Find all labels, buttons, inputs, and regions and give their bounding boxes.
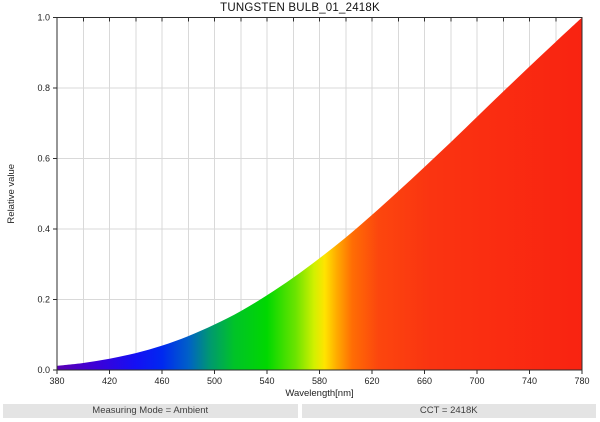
y-tick-label: 0.8 [37, 83, 50, 93]
x-tick-label: 700 [469, 376, 484, 386]
x-tick-label: 780 [574, 376, 589, 386]
cct-cell: CCT = 2418K [301, 404, 596, 418]
y-tick-label: 1.0 [37, 13, 50, 23]
x-tick-label: 420 [102, 376, 117, 386]
y-tick-label: 0.6 [37, 154, 50, 164]
y-axis-title: Relative value [6, 164, 17, 224]
measuring-mode-cell: Measuring Mode = Ambient [3, 404, 298, 418]
y-tick-label: 0.0 [37, 365, 50, 375]
y-tick-label: 0.4 [37, 224, 50, 234]
x-tick-label: 380 [49, 376, 64, 386]
x-tick-label: 500 [207, 376, 222, 386]
x-tick-label: 460 [154, 376, 169, 386]
x-tick-label: 580 [312, 376, 327, 386]
spectrum-area [57, 17, 582, 370]
x-tick-label: 740 [522, 376, 537, 386]
x-tick-label: 660 [417, 376, 432, 386]
x-axis-title: Wavelength[nm] [285, 388, 353, 399]
x-tick-label: 540 [259, 376, 274, 386]
info-bar: Measuring Mode = Ambient CCT = 2418K [3, 404, 596, 418]
chart-title: TUNGSTEN BULB_01_2418K [220, 2, 380, 14]
y-tick-label: 0.2 [37, 295, 50, 305]
x-tick-label: 620 [364, 376, 379, 386]
spectral-distribution-chart: 380 420 460 500 540 580 620 660 700 740 780 0.0 0.2 0… [6, 13, 590, 400]
